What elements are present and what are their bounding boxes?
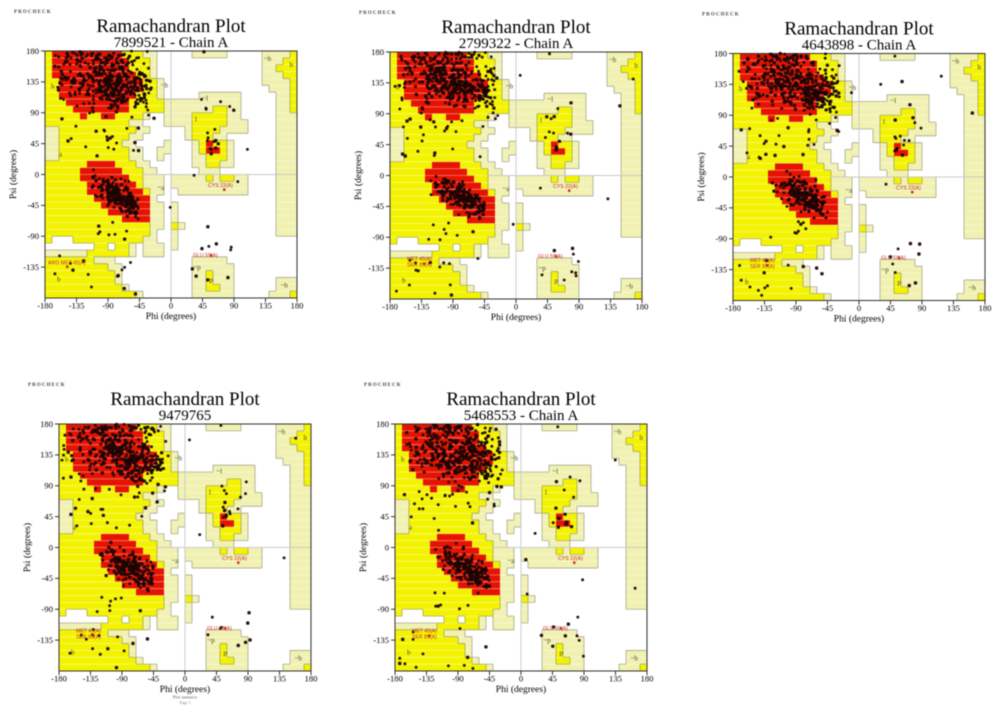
svg-text:SER 89(A): SER 89(A) — [407, 263, 432, 269]
svg-text:4643898 - Chain A: 4643898 - Chain A — [802, 38, 917, 54]
svg-text:Plot statistics: Plot statistics — [173, 695, 198, 700]
svg-text:GLU 59(A): GLU 59(A) — [543, 626, 568, 632]
svg-text:Ramachandran Plot: Ramachandran Plot — [96, 16, 246, 37]
svg-text:GLU 59(A): GLU 59(A) — [193, 253, 218, 259]
svg-text:MET 45(A): MET 45(A) — [750, 258, 775, 264]
svg-text:ARG MET 45(A): ARG MET 45(A) — [48, 261, 86, 267]
svg-text:Ramachandran Plot: Ramachandran Plot — [441, 17, 591, 38]
svg-text:SER 89(A): SER 89(A) — [750, 264, 775, 270]
svg-text:CYS 22(A): CYS 22(A) — [208, 183, 233, 189]
svg-text:GLU 59(A): GLU 59(A) — [538, 254, 563, 260]
svg-text:CYS 22(A): CYS 22(A) — [896, 186, 921, 192]
svg-text:Ramachandran Plot: Ramachandran Plot — [784, 19, 934, 40]
svg-text:SER 89(A): SER 89(A) — [412, 635, 437, 641]
svg-text:7899521 - Chain A: 7899521 - Chain A — [114, 35, 229, 51]
svg-text:GLU 59(A): GLU 59(A) — [207, 626, 232, 632]
svg-text:2799322 - Chain A: 2799322 - Chain A — [459, 36, 574, 52]
svg-text:9479765: 9479765 — [159, 408, 212, 424]
svg-text:Page 1: Page 1 — [179, 700, 190, 705]
svg-text:MET 45(A): MET 45(A) — [76, 629, 101, 635]
svg-text:CYS 22(A): CYS 22(A) — [558, 556, 583, 562]
svg-text:CYS 22(A): CYS 22(A) — [553, 184, 578, 190]
svg-text:Ramachandran Plot: Ramachandran Plot — [110, 389, 260, 410]
svg-text:MET 45(A): MET 45(A) — [412, 629, 437, 635]
svg-text:CYS 22(A): CYS 22(A) — [222, 556, 247, 562]
svg-text:MET 45(A): MET 45(A) — [407, 257, 432, 263]
svg-text:GLU 59(A): GLU 59(A) — [881, 256, 906, 262]
svg-text:Ramachandran Plot: Ramachandran Plot — [446, 389, 596, 410]
svg-text:5468553 - Chain A: 5468553 - Chain A — [464, 408, 579, 424]
svg-text:SER 89(A): SER 89(A) — [76, 635, 101, 641]
